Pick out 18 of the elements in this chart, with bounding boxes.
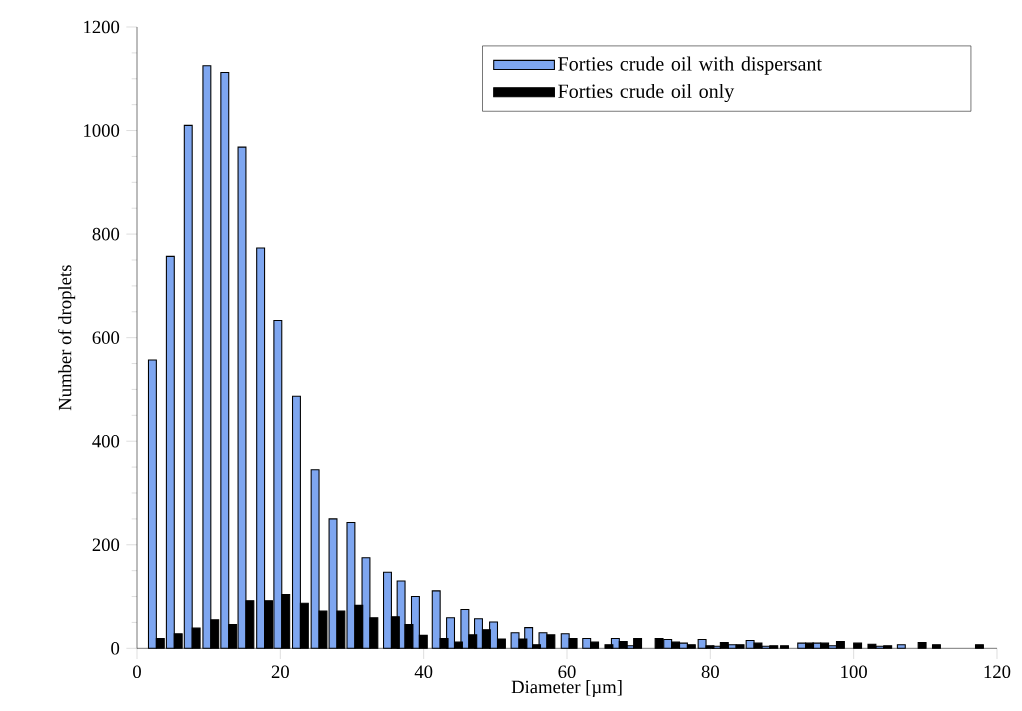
x-tick-label: 80 [701,665,719,679]
x-tick-label: 20 [271,665,289,679]
y-axis-title: Number of droplets [58,265,76,411]
y-tick-label: 400 [92,434,120,448]
legend-label: Forties crude oil with dispersant [558,56,822,75]
x-tick-label: 60 [558,665,576,679]
y-tick-label: 800 [92,227,120,241]
y-tick-label: 1000 [84,124,120,137]
y-tick-label: 200 [92,538,120,552]
x-tick-label: 120 [984,665,1011,679]
y-tick-label: 0 [111,642,120,655]
x-axis-title: Diameter [µm] [511,680,622,698]
legend-label: Forties crude oil only [558,83,735,103]
y-tick-label: 1200 [84,20,120,34]
y-tick-label: 600 [92,331,120,344]
x-tick-label: 40 [414,665,433,679]
x-tick-label: 100 [841,665,867,679]
x-tick-label: 0 [133,665,141,679]
